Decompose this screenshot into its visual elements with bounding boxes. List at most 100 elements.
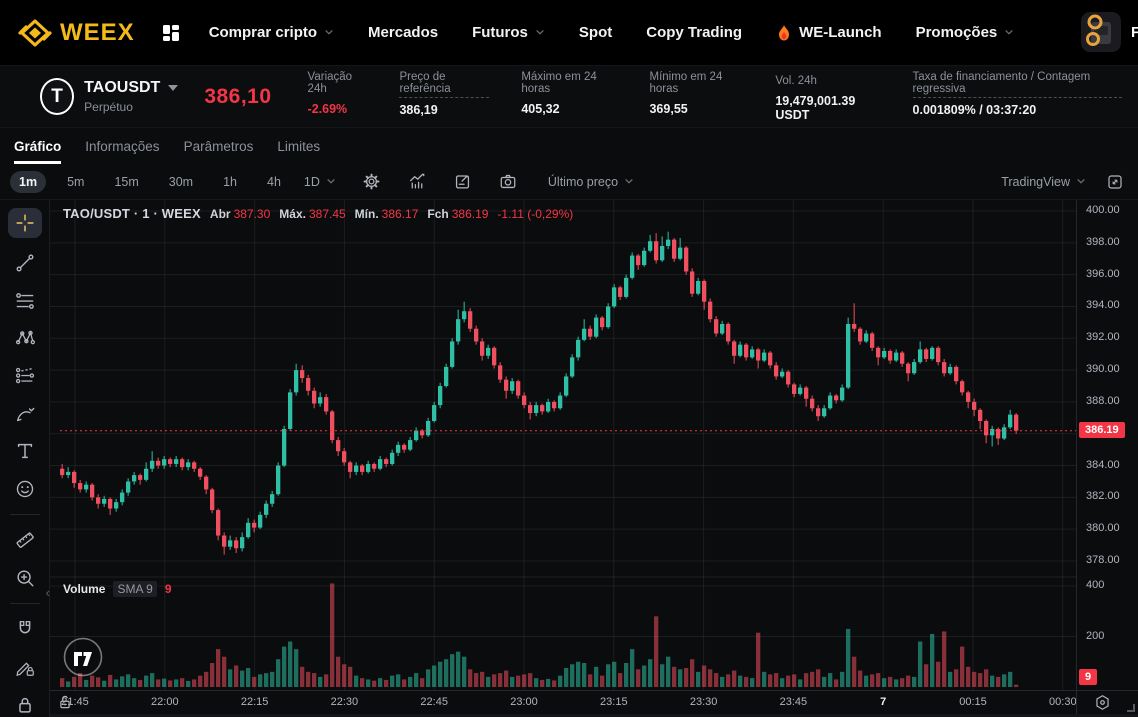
price-axis[interactable]: 400.00398.00396.00394.00392.00390.00388.… [1076,200,1138,690]
crosshair-icon [14,212,36,234]
timeframe-5m[interactable]: 5m [58,171,93,193]
nav-item-promo-es[interactable]: Promoções [916,24,1015,41]
time-tick: 21:45 [53,696,97,708]
fib-retracement-icon [14,290,36,312]
fullscreen-button[interactable] [1106,173,1124,191]
tool-trend-line[interactable] [8,251,42,276]
last-price: 386,10 [204,85,271,109]
tool-emoji[interactable] [8,477,42,502]
gear-icon [362,172,381,191]
chevron-down-icon [1076,178,1086,185]
tool-long-position[interactable] [8,364,42,389]
order-note-button[interactable] [453,172,472,191]
price-tick: 394.00 [1086,299,1120,311]
nav-item-label: Mercados [368,24,438,41]
timeframe-30m[interactable]: 30m [160,171,202,193]
nav-item-comprar-cripto[interactable]: Comprar cripto [209,24,334,41]
provider-dropdown[interactable]: TradingView [1001,175,1086,189]
stat-m-ximo-em-24-horas: Máximo em 24 horas405,32 [521,71,617,122]
long-position-icon [14,365,36,387]
price-source-label: Último preço [548,175,618,189]
scale-settings-button[interactable] [1093,693,1112,712]
stat-label: Variação 24h [308,71,368,95]
chart-legend: TAO/USDT · 1 · WEEX Abr387.30 Máx.387.45… [63,206,573,221]
time-axis[interactable]: 21:4522:0022:1522:3022:4523:0023:1523:30… [50,690,1076,714]
market-type-label: Perpétuo [84,100,178,114]
price-tick: 384.00 [1086,459,1120,471]
price-tick: 380.00 [1086,522,1120,534]
timeframe-1m[interactable]: 1m [10,171,46,193]
tool-zoom-in[interactable] [8,566,42,591]
screenshot-button[interactable] [498,172,518,191]
volume-value: 9 [165,582,172,596]
toolbar-divider [10,603,40,604]
stat-value: 405,32 [521,102,617,116]
legend-high-label: Máx. [279,207,306,221]
nav-item-label: Copy Trading [646,24,742,41]
promo-thumbnail [1081,12,1121,52]
chart-canvas[interactable]: TAO/USDT · 1 · WEEX Abr387.30 Máx.387.45… [50,200,1076,690]
tool-xabcd-pattern[interactable] [8,326,42,351]
tool-crosshair[interactable] [8,208,42,238]
chevron-down-icon [624,178,634,185]
nav-item-copy-trading[interactable]: Copy Trading [646,24,742,41]
tab-par-metros[interactable]: Parâmetros [184,131,254,164]
price-tick: 398.00 [1086,236,1120,248]
volume-tick: 400 [1086,579,1104,591]
symbol-selector[interactable]: TAOUSDT Perpétuo [84,79,178,114]
grid-layer [50,200,1076,690]
view-tabs: Gráfico Informações Parâmetros Limites [0,128,1138,164]
timeframe-dropdown[interactable]: 1D [304,175,336,189]
tool-measure[interactable] [8,528,42,553]
price-source-dropdown[interactable]: Último preço [548,175,634,189]
tab-gr-fico[interactable]: Gráfico [14,131,61,164]
weex-diamond-icon [18,19,52,47]
timeframe-group: 1m 5m 15m 30m 1h 4h [10,171,290,193]
weex-logo[interactable]: WEEX [18,19,135,47]
stat-taxa-de-financiamento-contagem-regressiva: Taxa de financiamento / Contagem regress… [913,71,1122,122]
timeframe-15m[interactable]: 15m [105,171,147,193]
text-icon [14,440,36,462]
tool-lock-all-drawings[interactable] [8,692,42,717]
chart-settings-button[interactable] [362,172,381,191]
nav-promo-banner[interactable]: Festi [1081,12,1138,52]
timeframe-1h[interactable]: 1h [214,171,246,193]
tradingview-watermark-icon[interactable] [63,637,103,677]
toolbar-collapse-handle[interactable]: ‹ [46,585,50,600]
tool-text[interactable] [8,439,42,464]
stat-label: Preço de referência [399,71,489,98]
stat-value: 19,479,001.39 USDT [775,94,880,122]
weex-wordmark: WEEX [60,19,135,47]
legend-low-value: 386.17 [382,207,419,221]
volume-legend: Volume SMA 9 9 [63,581,172,597]
time-tick: 7 [861,696,905,708]
nav-item-we-launch[interactable]: WE-Launch [776,24,882,42]
tab-limites[interactable]: Limites [277,131,320,164]
nav-item-futuros[interactable]: Futuros [472,24,545,41]
nav-item-spot[interactable]: Spot [579,24,612,41]
legend-close-label: Fch [427,207,448,221]
stat-label: Mínimo em 24 horas [649,71,743,95]
tool-brush[interactable] [8,401,42,426]
apps-grid-button[interactable] [161,23,181,43]
time-tick: 23:30 [682,696,726,708]
tool-drawing-mode-lock[interactable] [8,655,42,680]
tool-fib-retracement[interactable] [8,289,42,314]
stat-pre-o-de-refer-ncia: Preço de referência386,19 [399,71,489,122]
apps-grid-icon [161,23,181,43]
flame-icon [776,24,792,42]
timeframe-4h[interactable]: 4h [258,171,290,193]
chart-region: ‹ TAO/USDT · 1 · WEEX Abr387.30 Máx.387.… [0,200,1138,717]
indicators-button[interactable] [407,172,427,191]
symbol-caret-icon [168,85,178,91]
emoji-icon [14,478,36,500]
nav-item-mercados[interactable]: Mercados [368,24,438,41]
legend-change-value: -1.11 (-0,29%) [497,207,573,221]
chevron-down-icon [326,178,336,185]
tab-informa-es[interactable]: Informações [85,131,159,164]
indicators-icon [407,172,427,191]
promo-label: Festi [1131,24,1138,41]
chevron-down-icon [324,29,334,36]
corner-resize-handle[interactable] [1127,704,1135,712]
tool-magnet[interactable] [8,617,42,642]
